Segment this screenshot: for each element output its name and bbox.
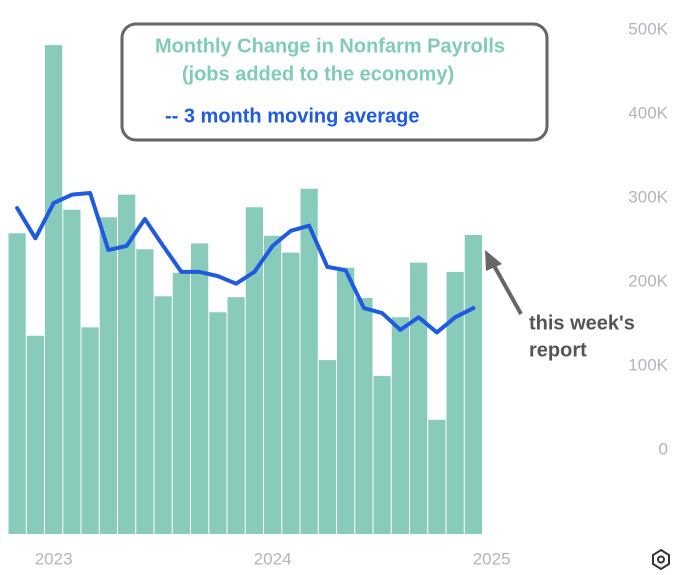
legend-box [120,22,549,142]
chart-subtitle: (jobs added to the economy) [182,63,454,85]
bar [337,267,355,534]
bar [391,317,409,534]
chart-title: Monthly Change in Nonfarm Payrolls [155,35,505,57]
bar [264,235,282,535]
legend-entry: -- 3 month moving average [165,105,420,127]
bar [99,217,117,534]
y-tick-label: 200K [628,271,668,290]
bar [446,271,464,534]
plot-area: 0 100K 200K 300K 400K 500K 2023 2024 2025 [8,19,669,568]
bar [373,376,391,534]
bar [45,45,63,535]
bar [191,243,209,535]
x-tick-label: 2023 [35,549,73,568]
y-tick-label: 300K [628,187,668,206]
bar [118,194,136,534]
bar [172,272,190,534]
annotation: report [529,339,587,361]
y-tick-label: 0 [659,439,668,458]
bar [355,297,373,534]
annotation-arrow [490,261,523,315]
bar [81,327,99,534]
x-tick-label: 2024 [254,549,292,568]
bar [464,234,482,534]
bar [318,360,336,534]
x-tick-label: 2025 [473,549,511,568]
bar [282,252,300,534]
bar [227,297,245,534]
bar [209,312,227,534]
bar [410,262,428,534]
y-tick-label: 100K [628,355,668,374]
annotation: this week's [529,312,635,334]
bar [245,207,263,535]
moving-average-line [15,190,476,335]
bar [136,249,154,535]
bar [63,209,81,534]
bar [154,296,172,534]
bar [428,419,446,534]
y-tick-label: 500K [628,19,668,38]
y-tick-label: 400K [628,103,668,122]
logo-icon [652,548,670,571]
bar [26,335,44,534]
logo-icon [657,555,665,564]
bar [8,233,26,534]
bar [300,188,318,534]
arrow-head [485,250,502,271]
